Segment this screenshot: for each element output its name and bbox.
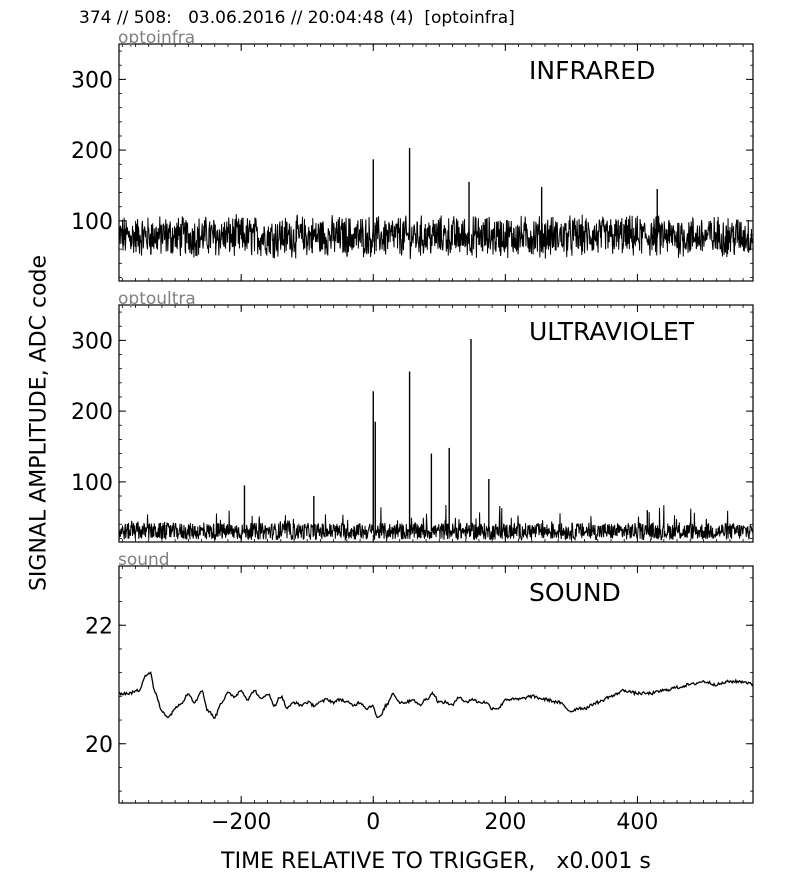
panel-sound: −200 0 200 400 20 22 sound SOUND <box>85 550 754 835</box>
signal-line-optoinfra <box>119 214 753 260</box>
y-tick-label: 100 <box>71 210 113 235</box>
panel-title: SOUND <box>529 578 621 607</box>
y-tick-label: 22 <box>85 614 113 639</box>
y-tick-label: 200 <box>71 139 113 164</box>
x-tick-label: 200 <box>484 810 526 835</box>
x-axis-label: TIME RELATIVE TO TRIGGER, x0.001 s <box>221 849 651 874</box>
channel-label: optoinfra <box>118 28 195 48</box>
panel-frame <box>118 565 754 804</box>
y-tick-label: 200 <box>71 400 113 425</box>
y-tick-label: 100 <box>71 471 113 496</box>
panel-frame <box>118 43 754 282</box>
y-tick-label: 300 <box>71 329 113 354</box>
signal-line-optoultra <box>119 504 753 542</box>
y-tick-label: 300 <box>71 68 113 93</box>
channel-label: sound <box>118 550 170 570</box>
panel-frame <box>118 304 754 543</box>
channel-label: optoultra <box>118 289 196 309</box>
panel-title: INFRARED <box>529 56 655 85</box>
x-tick-label: 400 <box>616 810 658 835</box>
record-header: 374 // 508: 03.06.2016 // 20:04:48 (4) [… <box>79 8 515 28</box>
signal-line-sound <box>119 671 753 720</box>
x-tick-label: 0 <box>366 810 380 835</box>
y-tick-label: 20 <box>85 733 113 758</box>
x-tick-label: −200 <box>211 810 271 835</box>
panel-title: ULTRAVIOLET <box>529 317 695 346</box>
